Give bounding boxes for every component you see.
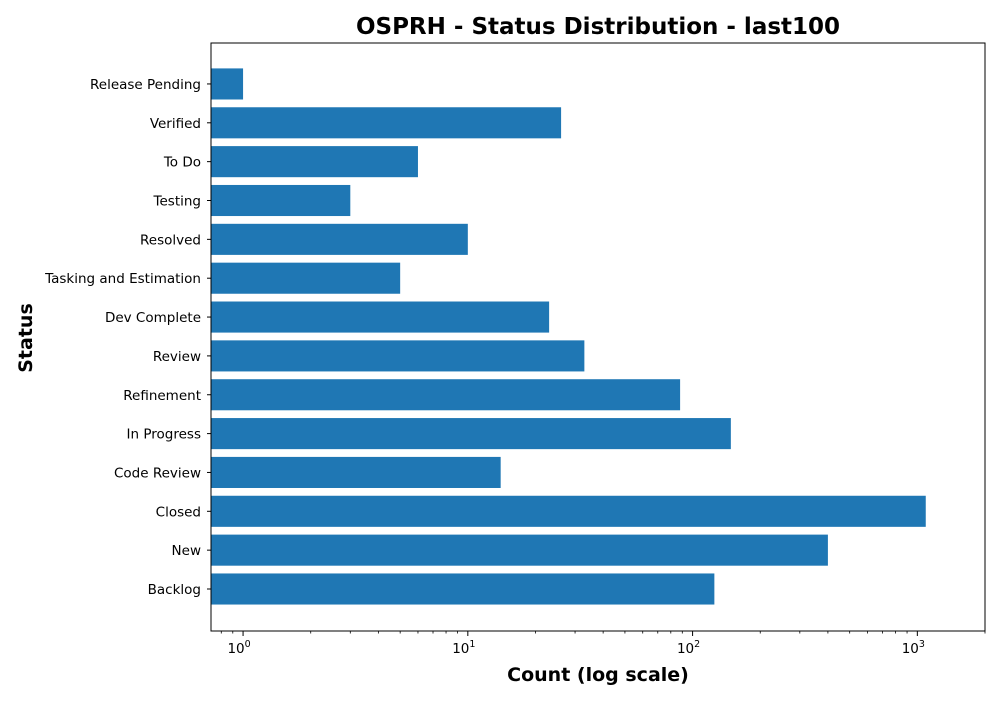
bar-resolved <box>211 223 468 255</box>
y-tick-label-testing: Testing <box>153 194 201 210</box>
bar-testing <box>211 184 351 217</box>
bar-dev-complete <box>211 301 550 333</box>
y-tick-label-resolved: Resolved <box>140 232 201 248</box>
plot-frame <box>210 42 986 632</box>
bar-verified <box>211 107 562 139</box>
bars-layer <box>211 68 926 605</box>
bar-release-pending <box>211 68 244 100</box>
y-tick-label-tasking-and-estimation: Tasking and Estimation <box>44 271 201 287</box>
x-tick-label-1: 101 <box>452 639 475 657</box>
y-tick-label-new: New <box>172 543 201 559</box>
y-axis-label: Status <box>15 303 37 373</box>
x-tick-label-2: 102 <box>677 639 700 657</box>
bar-review <box>211 340 585 372</box>
x-axis-label: Count (log scale) <box>507 664 689 686</box>
bar-closed <box>211 495 926 527</box>
y-tick-label-verified: Verified <box>150 116 201 132</box>
bar-new <box>211 534 828 566</box>
chart-title: OSPRH - Status Distribution - last100 <box>356 14 840 40</box>
bar-code-review <box>211 456 501 488</box>
y-tick-label-dev-complete: Dev Complete <box>105 310 201 326</box>
y-tick-label-refinement: Refinement <box>123 388 201 404</box>
y-tick-label-review: Review <box>153 349 201 365</box>
y-tick-label-closed: Closed <box>156 504 201 520</box>
bar-backlog <box>211 573 715 605</box>
bar-to-do <box>211 146 418 178</box>
x-tick-label-0: 100 <box>227 639 250 657</box>
y-tick-label-release-pending: Release Pending <box>90 77 201 93</box>
ticks-layer: Backlog New Closed Code Review In Progress Re… <box>44 77 986 657</box>
bar-refinement <box>211 379 681 411</box>
y-tick-label-code-review: Code Review <box>114 465 201 481</box>
bar-in-progress <box>211 418 731 450</box>
y-tick-label-in-progress: In Progress <box>127 427 201 443</box>
bar-tasking-and-estimation <box>211 262 401 294</box>
y-tick-label-to-do: To Do <box>163 155 201 171</box>
y-tick-label-backlog: Backlog <box>148 582 201 598</box>
x-tick-label-3: 103 <box>902 639 925 657</box>
